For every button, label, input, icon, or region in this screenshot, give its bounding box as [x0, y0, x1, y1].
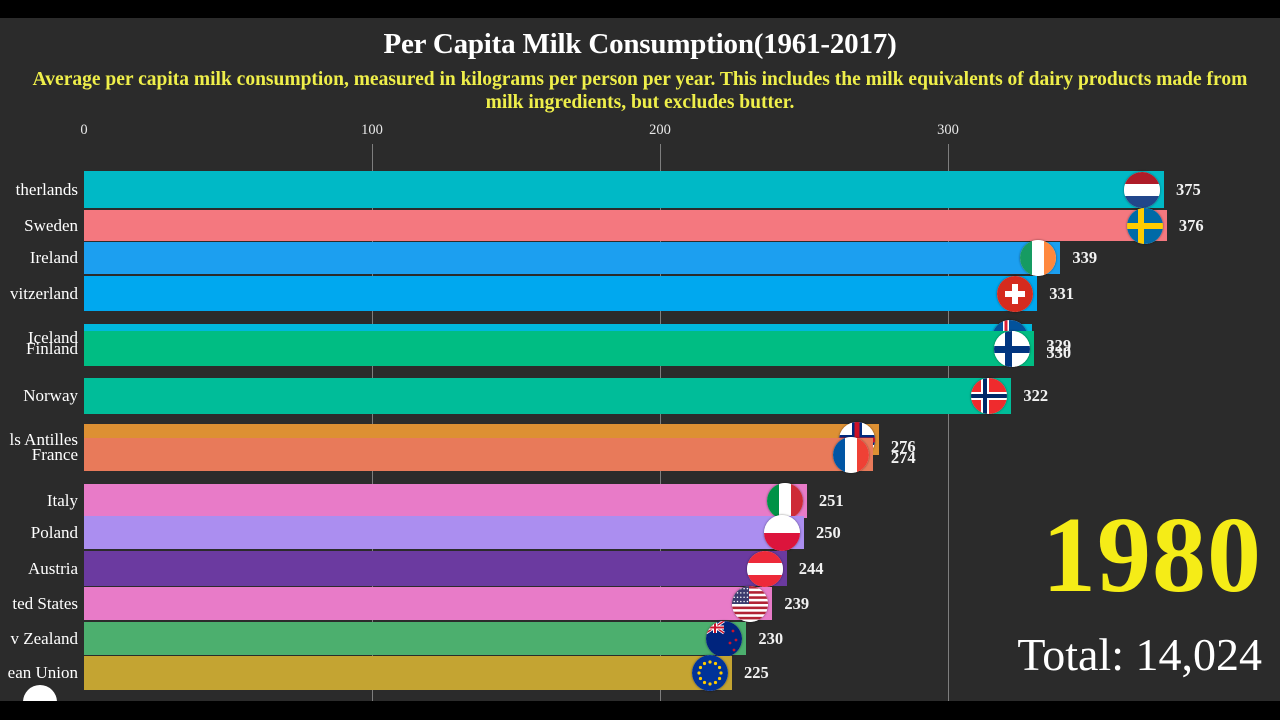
bar-value-label: 250 [816, 522, 841, 542]
netherlands-flag [1124, 171, 1160, 208]
newzealand-flag [706, 620, 743, 657]
bar-value-label: 251 [818, 491, 844, 510]
total-counter: Total: 14,024 [1017, 629, 1262, 680]
chart-subtitle: Average per capita milk consumption, mea… [32, 69, 1248, 113]
poland-flag [764, 514, 800, 551]
bar-value-label: 329 [1046, 336, 1072, 355]
bar-category-label: Austria [27, 558, 78, 578]
bar-value-label: 376 [1178, 215, 1204, 235]
switzerland-flag [997, 275, 1034, 312]
bar-value-label: 331 [1049, 283, 1075, 303]
austria-flag [746, 550, 783, 587]
letterbox-bottom [0, 701, 1280, 720]
france-flag [833, 436, 870, 473]
bar[interactable] [84, 276, 1038, 311]
usa-flag [732, 585, 769, 622]
bar-category-label: Iceland [27, 328, 78, 347]
bar-category-label: Italy [46, 491, 78, 510]
bar-category-label: France [31, 444, 78, 464]
bar-category-label: Ireland [29, 248, 78, 267]
x-axis-ticks: 0 100 200 300 [0, 122, 1280, 144]
bar-category-label: Norway [23, 386, 78, 405]
page-title: Per Capita Milk Consumption(1961-2017) [383, 28, 897, 60]
bar-category-label: Finland [26, 338, 78, 358]
x-tick-label: 100 [361, 122, 383, 138]
bar-category-label: ean Union [7, 663, 78, 682]
bar-value-label: 276 [890, 436, 916, 456]
gridline [660, 144, 661, 701]
norway-flag [971, 378, 1008, 414]
bar[interactable] [84, 438, 874, 471]
bar-category-label: therlands [15, 179, 78, 199]
bar[interactable] [84, 656, 732, 690]
letterbox-top [0, 0, 1280, 18]
bar[interactable] [84, 587, 773, 620]
x-tick-label: 0 [80, 122, 88, 138]
bar[interactable] [84, 516, 804, 549]
bar-category-label: Sweden [24, 215, 78, 235]
italy-flag [766, 483, 803, 519]
bar-value-label: 230 [758, 628, 784, 648]
bar-value-label: 225 [744, 663, 769, 682]
eu-flag [692, 655, 728, 691]
bar-value-label: 274 [890, 447, 916, 467]
bar[interactable] [84, 210, 1167, 241]
bar-value-label: 330 [1046, 342, 1072, 362]
bar-value-label: 339 [1072, 248, 1098, 267]
bar-category-label: ted States [12, 593, 78, 613]
incoming-flag-icon [23, 685, 57, 701]
bars-plot-area: therlands 375 Sweden 376 Ireland 339 vitzerlan… [0, 144, 1280, 701]
x-tick-label: 300 [937, 122, 959, 138]
bar-value-label: 322 [1023, 386, 1049, 405]
bar-value-label: 244 [798, 558, 824, 578]
bar[interactable] [84, 484, 807, 518]
sweden-flag [1126, 207, 1163, 244]
bar[interactable] [84, 242, 1061, 274]
finland-flag [994, 330, 1031, 367]
gridline [948, 144, 949, 701]
bar-category-label: Poland [30, 522, 78, 542]
bar-value-label: 239 [784, 593, 810, 613]
bar-category-label: v Zealand [10, 628, 79, 648]
chart-canvas: Per Capita Milk Consumption(1961-2017) A… [0, 18, 1280, 701]
bar[interactable] [84, 171, 1164, 208]
x-tick-label: 200 [649, 122, 671, 138]
bar[interactable] [84, 551, 787, 586]
bar-value-label: 375 [1176, 179, 1201, 199]
year-counter: 1980 [1042, 496, 1262, 615]
bar[interactable] [84, 331, 1035, 366]
bar[interactable] [84, 378, 1012, 414]
ireland-flag [1020, 240, 1057, 276]
gridline [372, 144, 373, 701]
bar[interactable] [84, 622, 747, 655]
bar-category-label: ls Antilles [9, 429, 78, 449]
bar-category-label: vitzerland [10, 283, 78, 303]
